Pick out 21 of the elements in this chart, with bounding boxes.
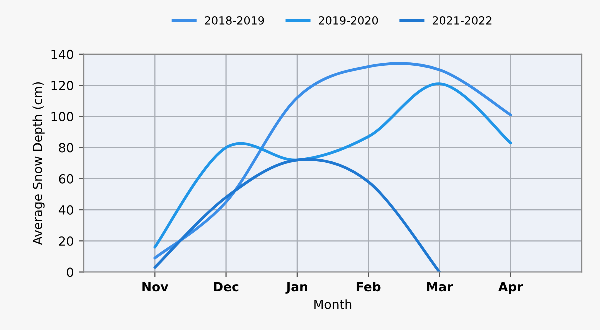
line-series (154, 158, 442, 272)
legend-label: 2021-2022 (432, 16, 492, 25)
legend-label: 2018-2019 (205, 16, 264, 25)
x-tick-label: Jan (286, 282, 308, 294)
y-tick-label: 140 (52, 50, 74, 60)
legend-label: 2019-2020 (319, 16, 378, 25)
y-tick-label: 0 (67, 268, 74, 278)
y-tick-label: 60 (59, 174, 74, 184)
x-tick-label: Feb (356, 282, 381, 292)
x-axis-title: Month (314, 300, 352, 310)
y-axis-title: Average Snow Depth (cm) (32, 82, 45, 246)
line-series (154, 82, 512, 249)
y-tick-label: 20 (59, 236, 74, 246)
y-tick-label: 120 (52, 81, 74, 90)
x-tick-label: Dec (214, 282, 239, 292)
y-tick-label: 100 (52, 112, 74, 122)
y-tick-label: 40 (58, 205, 74, 215)
x-tick-label: Nov (142, 282, 169, 292)
y-tick-label: 80 (59, 143, 74, 153)
x-tick-label: Apr (498, 282, 524, 294)
x-tick-label: Mar (427, 282, 454, 292)
